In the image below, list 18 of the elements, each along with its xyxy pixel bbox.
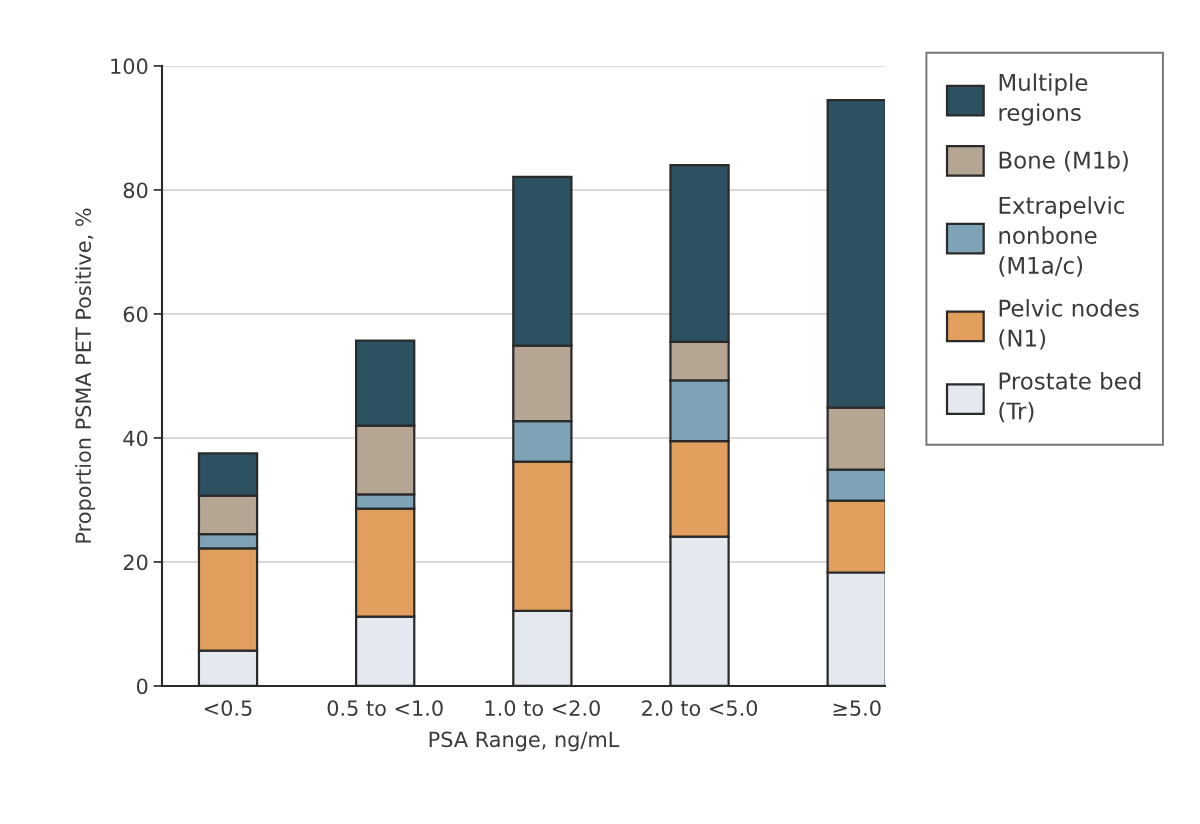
legend-label: Pelvic nodes (N1) xyxy=(999,299,1139,350)
y-tick-label: 20 xyxy=(123,554,148,571)
legend-label: Extrapelvic nonbone (M1a/c) xyxy=(999,196,1125,277)
y-axis-title: Proportion PSMA PET Positive, % xyxy=(74,208,96,543)
x-tick-label: <0.5 xyxy=(204,700,252,716)
legend-label: Multiple regions xyxy=(999,73,1088,126)
y-tick-label: 40 xyxy=(123,430,148,447)
x-axis-title: PSA Range, ng/mL xyxy=(429,731,620,752)
y-tick-label: 60 xyxy=(123,306,148,323)
x-tick-label: ≥5.0 xyxy=(833,700,881,716)
y-tick-label: 100 xyxy=(111,58,148,75)
y-tick-label: 0 xyxy=(136,678,148,695)
x-tick-label: 0.5 to <1.0 xyxy=(327,700,443,716)
legend-label: Prostate bed (Tr) xyxy=(999,371,1141,423)
x-tick-label: 2.0 to <5.0 xyxy=(642,700,758,716)
x-tick-label: 1.0 to <2.0 xyxy=(485,700,600,716)
y-tick-label: 80 xyxy=(123,182,148,199)
legend-label: Bone (M1b) xyxy=(999,151,1128,172)
